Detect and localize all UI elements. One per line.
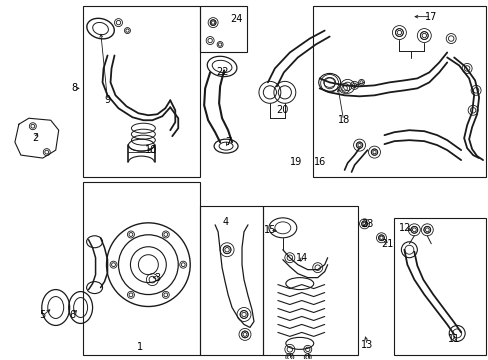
Bar	[82, 6, 200, 177]
Text: 1: 1	[137, 342, 143, 352]
Text: 8: 8	[71, 84, 78, 93]
Text: 21: 21	[381, 239, 393, 249]
Text: 20: 20	[276, 105, 288, 115]
Text: 5: 5	[40, 310, 46, 320]
Bar	[200, 206, 263, 355]
Text: 9: 9	[104, 95, 110, 105]
Text: 17: 17	[424, 12, 437, 22]
Text: 16: 16	[313, 157, 325, 167]
Text: 2: 2	[33, 133, 39, 143]
Bar	[82, 182, 200, 355]
Text: 22: 22	[215, 67, 228, 77]
Text: 23: 23	[361, 219, 373, 229]
Text: 19: 19	[289, 157, 301, 167]
Text: 18: 18	[337, 115, 349, 125]
Bar	[263, 206, 357, 355]
Bar	[200, 6, 246, 53]
Text: 10: 10	[145, 145, 157, 155]
Text: 3: 3	[154, 273, 160, 283]
Bar	[312, 6, 485, 177]
Text: 14: 14	[295, 253, 307, 263]
Text: 24: 24	[229, 14, 242, 24]
Text: 11: 11	[447, 334, 459, 345]
Text: 15: 15	[263, 225, 276, 235]
Text: 4: 4	[223, 217, 229, 227]
Bar	[394, 218, 485, 355]
Text: 6: 6	[69, 310, 76, 320]
Text: 13: 13	[361, 340, 373, 350]
Text: 12: 12	[398, 223, 411, 233]
Text: 7: 7	[224, 137, 231, 147]
